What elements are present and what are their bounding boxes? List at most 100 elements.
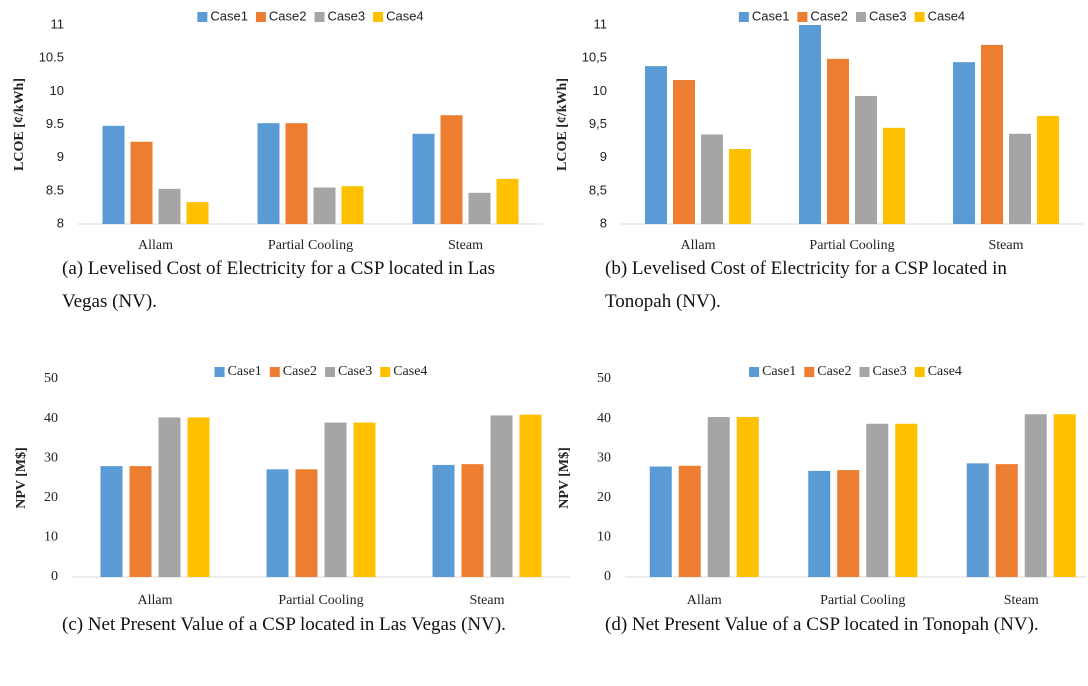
bar (673, 80, 695, 224)
bar (266, 469, 289, 577)
bar (324, 422, 347, 577)
bar (895, 423, 918, 577)
legend-swatch (373, 12, 384, 22)
bar (257, 123, 280, 224)
bar (353, 422, 376, 577)
caption: (a) Levelised Cost of Electricity for a … (62, 258, 496, 312)
y-axis-label: NPV [M$] (14, 447, 29, 509)
legend-label: Case2 (269, 8, 307, 23)
legend-label: Case4 (386, 8, 424, 23)
bar (808, 470, 831, 577)
bar (468, 192, 491, 224)
bar (953, 62, 975, 224)
y-axis-label: LCOE [¢/kWh] (555, 78, 570, 171)
y-tick-label: 10 (44, 530, 58, 545)
legend-label: Case1 (228, 364, 262, 379)
bar (519, 414, 542, 577)
bar (100, 466, 123, 577)
bar (966, 463, 989, 577)
legend-label: Case2 (810, 8, 848, 23)
legend-label: Case3 (869, 8, 907, 23)
x-tick-label: Partial Cooling (820, 593, 905, 608)
legend-label: Case1 (762, 364, 796, 379)
bar (1037, 115, 1059, 224)
y-tick-label: 20 (44, 490, 58, 505)
y-tick-label: 30 (44, 450, 58, 465)
legend-label: Case3 (328, 8, 366, 23)
bar (981, 44, 1003, 225)
legend-swatch (856, 12, 866, 22)
x-tick-label: Allam (687, 593, 722, 608)
bar (866, 423, 889, 577)
bar (158, 417, 181, 577)
legend-label: Case4 (928, 364, 962, 379)
legend-label: Case4 (393, 364, 427, 379)
x-tick-label: Partial Cooling (278, 593, 363, 608)
y-tick-label: 8 (600, 215, 607, 230)
legend-label: Case3 (873, 364, 907, 379)
y-tick-label: 40 (44, 411, 58, 426)
bar (285, 123, 308, 224)
x-tick-label: Steam (470, 593, 505, 608)
y-axis-label: NPV [M$] (557, 447, 572, 509)
legend: Case1 Case2 Case3 Case4 (197, 8, 424, 23)
legend-swatch (214, 367, 225, 377)
bar (186, 202, 209, 224)
bar (1024, 414, 1047, 577)
bar (1053, 414, 1076, 577)
y-tick-label: 40 (597, 411, 611, 426)
legend-swatch (914, 367, 925, 377)
y-tick-label: 0 (51, 569, 58, 584)
legend-swatch (314, 12, 325, 22)
bar (799, 25, 821, 224)
bar (827, 58, 849, 224)
y-tick-label: 9.5 (46, 116, 64, 131)
legend-label: Case1 (752, 8, 790, 23)
y-tick-label: 11 (594, 16, 608, 31)
y-tick-label: 0 (604, 569, 611, 584)
y-tick-label: 50 (44, 371, 58, 386)
legend-swatch (738, 12, 749, 22)
y-tick-label: 9 (600, 149, 607, 164)
y-tick-label: 30 (597, 450, 611, 465)
legend-swatch (325, 367, 335, 377)
bar (432, 464, 455, 577)
bar (707, 417, 730, 577)
y-tick-label: 10.5 (39, 50, 64, 65)
x-tick-label: Allam (138, 593, 173, 608)
caption: (d) Net Present Value of a CSP located i… (605, 614, 1039, 635)
y-tick-label: 8.5 (46, 182, 64, 197)
bar (855, 95, 877, 224)
bar (649, 466, 672, 577)
y-axis-label: LCOE [¢/kWh] (12, 78, 27, 171)
x-tick-label: Allam (681, 238, 716, 253)
x-tick-label: Steam (989, 238, 1024, 253)
bar (496, 178, 519, 224)
bar (158, 188, 181, 224)
legend-swatch (804, 367, 815, 377)
bar (313, 187, 336, 224)
x-tick-label: Partial Cooling (809, 238, 894, 253)
x-tick-label: Steam (448, 238, 483, 253)
bar (187, 417, 210, 577)
bar (701, 134, 723, 224)
legend: Case1 Case2 Case3 Case4 (214, 364, 427, 379)
bar (440, 115, 463, 224)
bar (490, 415, 513, 577)
bar (883, 127, 905, 224)
y-tick-label: 10 (593, 83, 607, 98)
caption: (c) Net Present Value of a CSP located i… (62, 614, 506, 635)
legend-swatch (380, 367, 391, 377)
legend-swatch (269, 367, 280, 377)
bar (678, 465, 701, 577)
bar (995, 464, 1018, 577)
legend-label: Case3 (338, 364, 372, 379)
y-tick-label: 11 (51, 16, 65, 31)
legend-swatch (859, 367, 870, 377)
y-tick-label: 10 (50, 83, 64, 98)
bar (1009, 133, 1031, 224)
bar (102, 125, 125, 224)
bar (736, 417, 759, 577)
legend: Case1 Case2 Case3 Case4 (738, 8, 965, 23)
